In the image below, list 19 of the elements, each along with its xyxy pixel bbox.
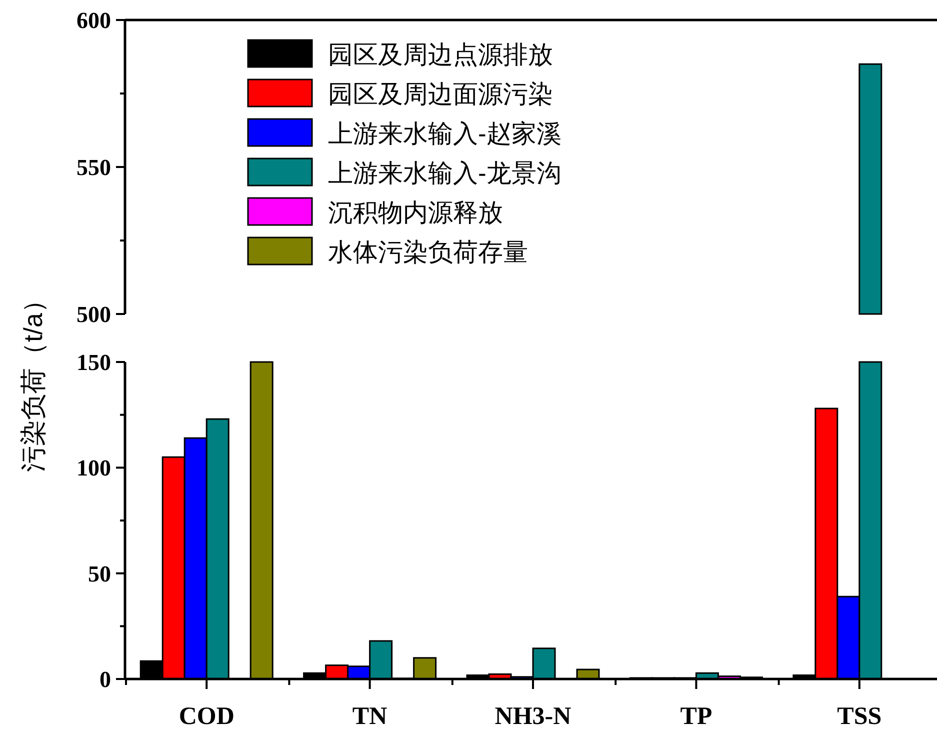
- x-tick-label: TSS: [837, 703, 882, 730]
- y-tick-label: 100: [76, 456, 111, 481]
- x-tick-label: TN: [352, 703, 388, 730]
- x-tick-label: NH3-N: [494, 703, 572, 730]
- legend-label: 水体污染负荷存量: [328, 238, 528, 266]
- y-tick-label: 600: [76, 8, 111, 33]
- y-tick-label: 50: [88, 561, 111, 586]
- y-axis-title: 污染负荷（t/a）: [18, 287, 48, 472]
- y-tick-label: 0: [100, 667, 111, 692]
- x-tick-label: COD: [178, 703, 234, 730]
- legend-label: 上游来水输入-赵家溪: [328, 120, 562, 148]
- x-tick-label: TP: [680, 703, 712, 730]
- y-tick-label: 550: [76, 155, 111, 180]
- y-tick-label: 500: [76, 302, 111, 327]
- legend-label: 沉积物内源释放: [328, 199, 503, 227]
- y-tick-label: 150: [76, 350, 111, 375]
- legend-label: 上游来水输入-龙景沟: [328, 160, 562, 188]
- legend-label: 园区及周边面源污染: [328, 80, 553, 108]
- legend-label: 园区及周边点源排放: [328, 41, 553, 69]
